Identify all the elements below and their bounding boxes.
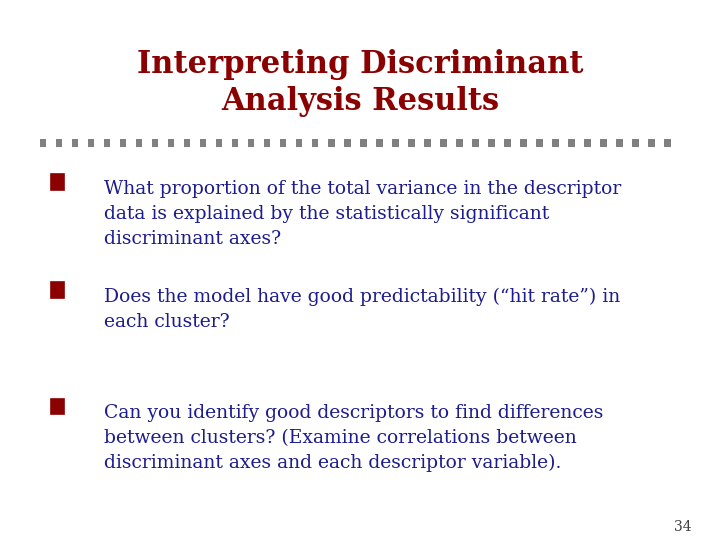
FancyBboxPatch shape <box>488 139 495 147</box>
Text: Does the model have good predictability (“hit rate”) in
each cluster?: Does the model have good predictability … <box>104 288 621 331</box>
FancyBboxPatch shape <box>280 139 287 147</box>
FancyBboxPatch shape <box>456 139 463 147</box>
FancyBboxPatch shape <box>312 139 318 147</box>
FancyBboxPatch shape <box>568 139 575 147</box>
FancyBboxPatch shape <box>248 139 254 147</box>
FancyBboxPatch shape <box>88 139 94 147</box>
FancyBboxPatch shape <box>51 174 64 190</box>
FancyBboxPatch shape <box>585 139 591 147</box>
FancyBboxPatch shape <box>440 139 446 147</box>
Text: 34: 34 <box>674 519 691 534</box>
FancyBboxPatch shape <box>296 139 302 147</box>
FancyBboxPatch shape <box>216 139 222 147</box>
FancyBboxPatch shape <box>120 139 126 147</box>
FancyBboxPatch shape <box>600 139 607 147</box>
FancyBboxPatch shape <box>376 139 382 147</box>
FancyBboxPatch shape <box>392 139 399 147</box>
FancyBboxPatch shape <box>232 139 238 147</box>
Text: What proportion of the total variance in the descriptor
data is explained by the: What proportion of the total variance in… <box>104 180 621 248</box>
FancyBboxPatch shape <box>424 139 431 147</box>
FancyBboxPatch shape <box>184 139 190 147</box>
FancyBboxPatch shape <box>504 139 510 147</box>
FancyBboxPatch shape <box>72 139 78 147</box>
FancyBboxPatch shape <box>168 139 174 147</box>
FancyBboxPatch shape <box>152 139 158 147</box>
FancyBboxPatch shape <box>104 139 110 147</box>
FancyBboxPatch shape <box>472 139 479 147</box>
FancyBboxPatch shape <box>552 139 559 147</box>
FancyBboxPatch shape <box>536 139 543 147</box>
FancyBboxPatch shape <box>632 139 639 147</box>
FancyBboxPatch shape <box>328 139 335 147</box>
Text: Interpreting Discriminant
Analysis Results: Interpreting Discriminant Analysis Resul… <box>137 49 583 117</box>
FancyBboxPatch shape <box>199 139 207 147</box>
FancyBboxPatch shape <box>649 139 655 147</box>
FancyBboxPatch shape <box>521 139 527 147</box>
FancyBboxPatch shape <box>40 139 46 147</box>
FancyBboxPatch shape <box>55 139 62 147</box>
FancyBboxPatch shape <box>360 139 366 147</box>
FancyBboxPatch shape <box>344 139 351 147</box>
FancyBboxPatch shape <box>51 399 64 414</box>
FancyBboxPatch shape <box>135 139 143 147</box>
Text: Can you identify good descriptors to find differences
between clusters? (Examine: Can you identify good descriptors to fin… <box>104 404 604 472</box>
FancyBboxPatch shape <box>665 139 671 147</box>
FancyBboxPatch shape <box>408 139 415 147</box>
FancyBboxPatch shape <box>616 139 623 147</box>
FancyBboxPatch shape <box>264 139 271 147</box>
FancyBboxPatch shape <box>51 282 64 298</box>
